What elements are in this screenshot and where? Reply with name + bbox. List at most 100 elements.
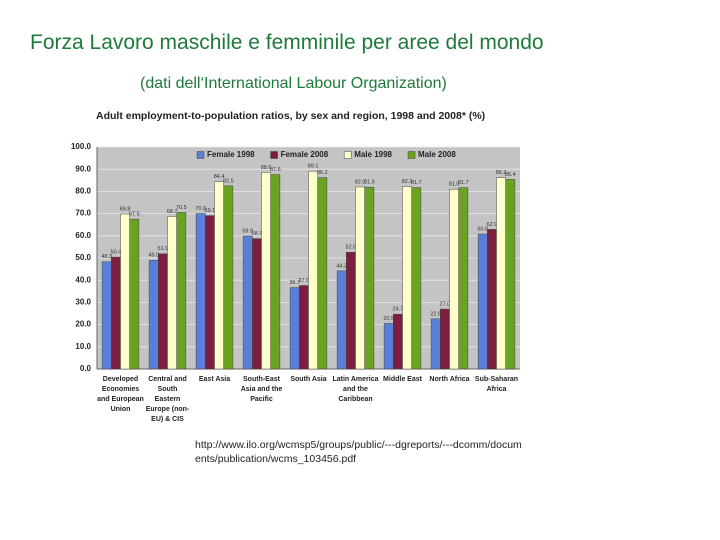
legend-swatch (270, 151, 278, 159)
bar (111, 256, 121, 370)
value-label: 62.9 (487, 222, 498, 228)
bar (167, 216, 177, 370)
bar (289, 287, 300, 370)
bar (458, 187, 469, 370)
x-tick-label: Middle East (383, 376, 422, 383)
value-label: 27.0 (440, 302, 451, 308)
source-url: http://www.ilo.org/wcmsp5/groups/public/… (195, 439, 522, 465)
value-label: 58.7 (252, 231, 263, 237)
bar (223, 185, 234, 370)
legend-label: Male 1998 (354, 150, 392, 159)
value-label: 70.0 (195, 206, 206, 212)
value-label: 70.5 (176, 205, 187, 211)
legend-label: Female 2008 (281, 150, 329, 159)
legend-label: Male 2008 (418, 150, 456, 159)
bar (364, 186, 375, 370)
value-label: 20.5 (383, 316, 394, 322)
value-label: 81.7 (458, 180, 469, 186)
bar (449, 188, 459, 370)
y-tick-label: 20.0 (75, 320, 91, 329)
slide-subtitle: (dati dell‘International Labour Organiza… (140, 75, 447, 92)
value-label: 85.4 (505, 172, 516, 178)
y-tick-label: 70.0 (75, 209, 91, 218)
bar (440, 308, 450, 370)
value-label: 88.6 (261, 165, 272, 171)
x-tick-label: East Asia (198, 376, 231, 383)
legend-swatch (407, 151, 416, 159)
bar (158, 253, 168, 370)
value-label: 67.5 (129, 212, 140, 218)
bar (101, 261, 112, 370)
legend-swatch (343, 151, 352, 159)
value-label: 49.0 (148, 253, 159, 259)
y-tick-label: 60.0 (75, 231, 91, 240)
chart-title: Adult employment-to-population ratios, b… (96, 110, 485, 122)
y-tick-label: 10.0 (75, 342, 91, 351)
value-label: 69.1 (205, 208, 216, 214)
bar (496, 177, 506, 370)
value-label: 52.6 (346, 245, 357, 251)
x-tick-label: North Africa (429, 376, 470, 383)
value-label: 82.5 (223, 178, 234, 184)
value-label: 24.7 (393, 307, 404, 313)
y-tick-label: 0.0 (80, 364, 92, 373)
bar (355, 186, 365, 370)
value-label: 81.0 (449, 182, 460, 188)
value-label: 81.9 (364, 180, 375, 186)
value-label: 44.2 (336, 263, 347, 269)
bar (252, 238, 262, 370)
bar (261, 172, 271, 370)
value-label: 68.7 (167, 209, 178, 215)
value-label: 37.6 (299, 278, 310, 284)
slide-title: Forza Lavoro maschile e femminile per ar… (30, 31, 544, 54)
bar (120, 213, 130, 370)
value-label: 84.4 (214, 174, 225, 180)
x-tick-label: Latin America and the Caribbean (332, 376, 379, 403)
y-tick-label: 40.0 (75, 275, 91, 284)
bar (176, 212, 187, 370)
legend-swatch (196, 151, 205, 159)
value-label: 50.4 (111, 250, 122, 256)
bar (129, 218, 140, 370)
value-label: 89.1 (308, 164, 319, 170)
legend-label: Female 1998 (207, 150, 255, 159)
bar (411, 187, 422, 370)
x-tick-label: South-East Asia and the Pacific (240, 376, 283, 403)
bar (214, 181, 224, 370)
y-tick-label: 50.0 (75, 253, 91, 262)
bar (346, 251, 356, 370)
bar (308, 170, 318, 370)
value-label: 51.9 (158, 246, 169, 252)
bar (487, 229, 497, 370)
x-tick-label: South Asia (290, 376, 327, 383)
value-label: 81.7 (411, 180, 422, 186)
value-label: 48.3 (101, 254, 112, 260)
y-tick-label: 90.0 (75, 164, 91, 173)
value-label: 59.9 (242, 228, 253, 234)
bar (205, 215, 215, 370)
bar (317, 177, 328, 370)
value-label: 82.2 (402, 179, 413, 185)
value-label: 36.7 (289, 280, 300, 286)
bar (430, 318, 441, 370)
bar (383, 323, 394, 370)
value-label: 60.8 (477, 226, 488, 232)
value-label: 87.6 (270, 167, 281, 173)
value-label: 82.0 (355, 179, 366, 185)
value-label: 86.2 (317, 170, 328, 176)
bar (299, 285, 309, 370)
x-tick-label: Developed Economies and European Union (97, 376, 144, 413)
bar (148, 259, 159, 370)
x-tick-label: Central and South Eastern Europe (non-EU… (145, 376, 190, 423)
value-label: 22.6 (430, 311, 441, 317)
bar (195, 213, 206, 370)
value-label: 69.8 (120, 206, 131, 212)
bar (477, 233, 488, 370)
bar (242, 235, 253, 370)
y-tick-label: 80.0 (75, 187, 91, 196)
bar (393, 313, 403, 370)
bar (505, 179, 516, 370)
value-label: 86.2 (496, 170, 507, 176)
